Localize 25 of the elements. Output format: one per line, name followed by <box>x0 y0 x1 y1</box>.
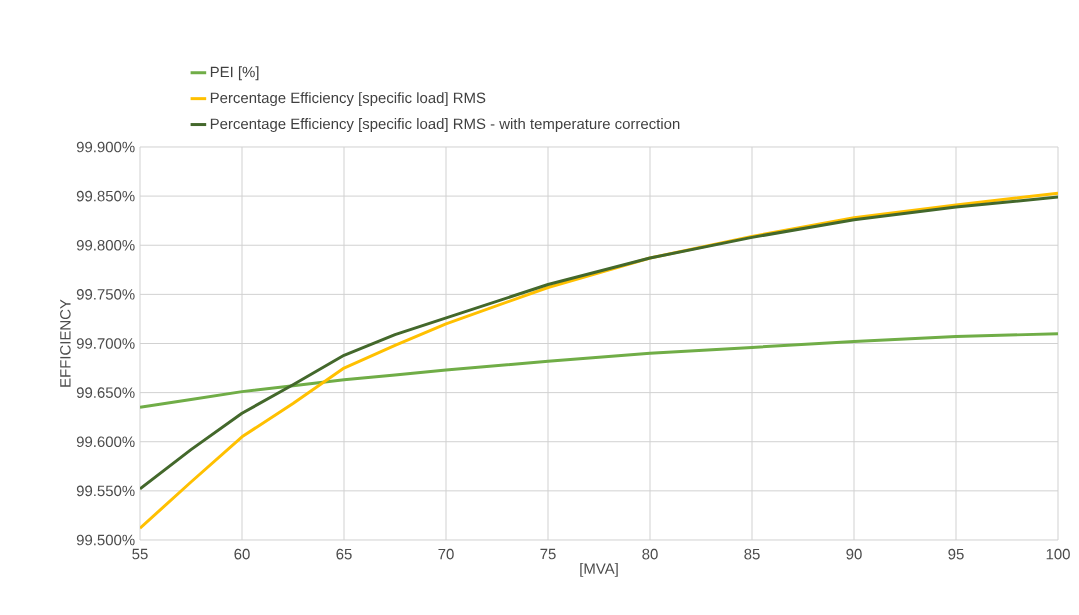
x-tick-label: 75 <box>540 548 556 560</box>
y-tick-label: 99.900% <box>76 141 135 153</box>
legend-label: Percentage Efficiency [specific load] RMS - with temperature correction <box>210 118 680 133</box>
y-tick-label: 99.700% <box>76 338 135 349</box>
x-tick-label: 80 <box>642 548 658 560</box>
y-tick-label: 99.550% <box>76 485 135 497</box>
y-tick-label: 99.750% <box>76 289 135 300</box>
x-tick-label: 90 <box>846 548 862 560</box>
x-tick-label: 65 <box>336 548 352 560</box>
y-axis-title: EFFICIENCY <box>60 299 71 387</box>
x-tick-label: 60 <box>234 548 250 560</box>
x-tick-label: 70 <box>438 548 454 560</box>
line-series <box>140 332 1059 409</box>
y-tick-label: 99.800% <box>76 239 135 251</box>
x-tick-label: 100 <box>1046 548 1070 560</box>
x-tick-label: 55 <box>132 548 148 560</box>
y-tick-label: 99.600% <box>76 436 135 448</box>
legend-label: PEI [%] <box>210 66 259 81</box>
y-tick-label: 99.500% <box>76 534 135 546</box>
y-tick-label: 99.650% <box>76 387 135 398</box>
y-tick-label: 99.850% <box>76 190 135 202</box>
legend-label: Percentage Efficiency [specific load] RMS <box>210 92 486 107</box>
x-axis-title: [MVA] <box>580 562 618 577</box>
x-tick-label: 95 <box>948 548 964 560</box>
x-tick-label: 85 <box>744 548 760 560</box>
